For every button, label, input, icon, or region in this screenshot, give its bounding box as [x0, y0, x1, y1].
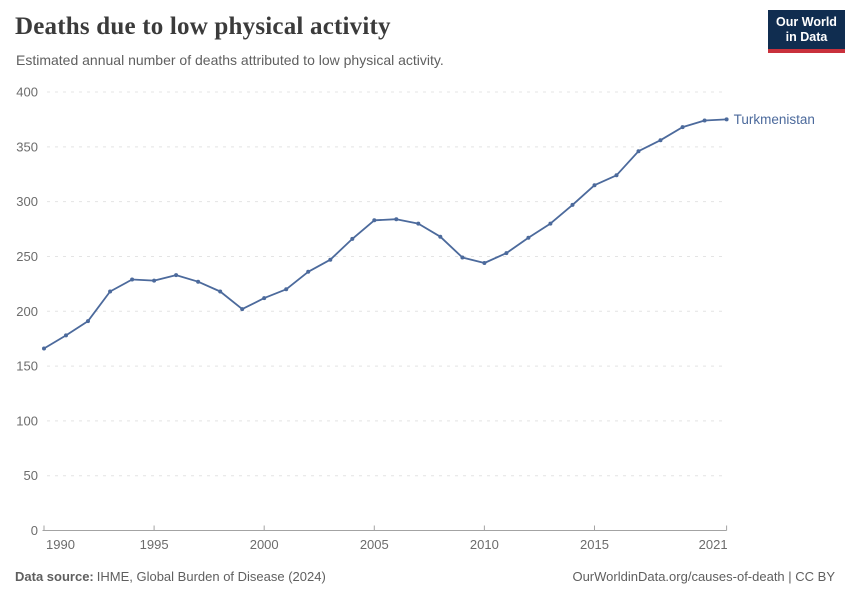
chart-subtitle: Estimated annual number of deaths attrib…: [16, 52, 444, 68]
data-point[interactable]: [636, 149, 641, 154]
data-point[interactable]: [504, 251, 509, 256]
series-label[interactable]: Turkmenistan: [734, 112, 815, 127]
data-point[interactable]: [614, 173, 619, 178]
data-point[interactable]: [482, 261, 487, 265]
y-tick-label: 150: [16, 359, 38, 374]
data-source-value: IHME, Global Burden of Disease (2024): [96, 569, 326, 584]
x-tick-label: 2005: [360, 537, 389, 552]
x-tick-label: 2010: [470, 537, 499, 552]
data-point[interactable]: [196, 279, 201, 284]
data-point[interactable]: [262, 296, 267, 301]
data-point[interactable]: [460, 255, 465, 260]
data-point[interactable]: [548, 221, 553, 226]
data-point[interactable]: [284, 287, 289, 292]
y-tick-label: 350: [16, 139, 38, 154]
data-point[interactable]: [174, 273, 179, 278]
y-tick-label: 100: [16, 413, 38, 428]
data-point[interactable]: [130, 277, 135, 282]
x-tick-label: 1995: [140, 537, 169, 552]
y-tick-label: 200: [16, 304, 38, 319]
data-point[interactable]: [350, 236, 355, 241]
data-point[interactable]: [658, 138, 663, 143]
x-tick-label: 2000: [250, 537, 279, 552]
data-point[interactable]: [702, 118, 707, 123]
data-point[interactable]: [592, 183, 597, 188]
data-point[interactable]: [416, 221, 421, 226]
owid-logo-line2: in Data: [785, 30, 828, 44]
data-point[interactable]: [724, 117, 729, 122]
y-tick-label: 400: [16, 85, 38, 100]
data-point[interactable]: [108, 289, 113, 294]
data-source-note: Data source: IHME, Global Burden of Disea…: [15, 569, 326, 584]
x-tick-label: 2015: [580, 537, 609, 552]
data-point[interactable]: [218, 289, 223, 294]
data-point[interactable]: [328, 257, 333, 262]
data-point[interactable]: [680, 125, 685, 130]
data-point[interactable]: [438, 234, 443, 239]
owid-logo[interactable]: Our World in Data: [768, 10, 845, 53]
data-point[interactable]: [372, 218, 377, 223]
data-point[interactable]: [152, 278, 157, 283]
owid-logo-line1: Our World: [776, 15, 837, 29]
data-point[interactable]: [306, 269, 311, 274]
data-source-label: Data source:: [15, 569, 94, 584]
data-point[interactable]: [86, 319, 90, 324]
data-point[interactable]: [64, 333, 68, 338]
attribution-link[interactable]: OurWorldinData.org/causes-of-death | CC …: [572, 569, 835, 584]
data-point[interactable]: [570, 202, 575, 207]
y-tick-label: 300: [16, 194, 38, 209]
trend-line[interactable]: [43, 118, 728, 350]
x-tick-label: 2021: [699, 537, 728, 552]
page-title: Deaths due to low physical activity: [15, 13, 391, 40]
data-point[interactable]: [394, 217, 399, 222]
y-tick-label: 250: [16, 249, 38, 264]
y-tick-label: 0: [31, 523, 38, 538]
data-point[interactable]: [526, 235, 531, 240]
x-tick-label: 1990: [46, 537, 75, 552]
y-tick-label: 50: [24, 468, 38, 483]
data-point[interactable]: [240, 307, 245, 312]
data-point[interactable]: [42, 346, 46, 351]
